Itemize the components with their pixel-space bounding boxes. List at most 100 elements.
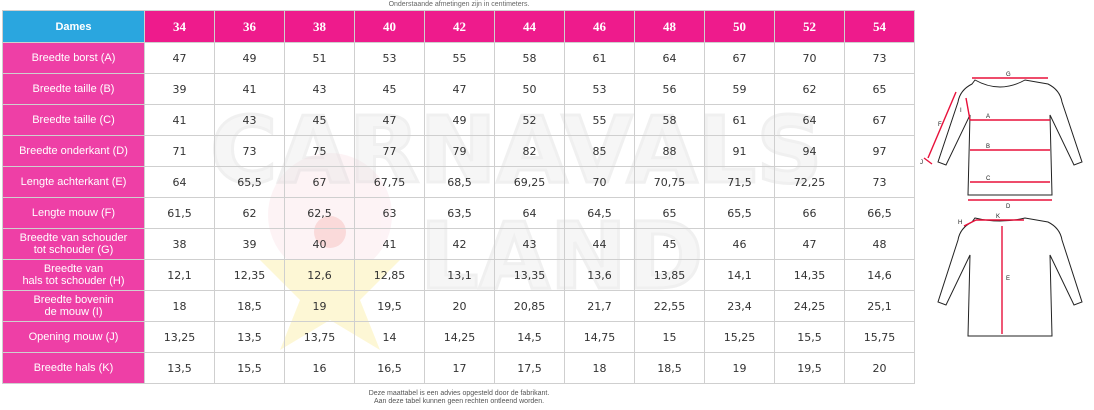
measurement-value: 22,55	[634, 290, 705, 322]
measurement-value: 66,5	[844, 197, 915, 229]
measurement-value: 15,25	[704, 321, 775, 353]
measurement-value: 73	[844, 166, 915, 198]
measurement-value: 85	[564, 135, 635, 167]
measurement-value: 64	[144, 166, 215, 198]
measurement-value: 77	[354, 135, 425, 167]
measurement-value: 14,75	[564, 321, 635, 353]
measurement-value: 41	[214, 73, 285, 105]
size-header: 40	[354, 10, 425, 43]
measure-line-h	[963, 219, 977, 227]
measurement-value: 14,25	[424, 321, 495, 353]
measurement-value: 41	[144, 104, 215, 136]
measurement-value: 13,25	[144, 321, 215, 353]
size-header: 48	[634, 10, 705, 43]
measurement-value: 20,85	[494, 290, 565, 322]
measurement-value: 88	[634, 135, 705, 167]
measurement-value: 68,5	[424, 166, 495, 198]
measurement-value: 48	[844, 228, 915, 260]
size-header: 50	[704, 10, 775, 43]
measurement-value: 45	[284, 104, 355, 136]
measurement-value: 72,25	[774, 166, 845, 198]
measurement-value: 79	[424, 135, 495, 167]
measurement-label: Lengte mouw (F)	[2, 197, 145, 229]
measurement-value: 19,5	[774, 352, 845, 384]
measurement-value: 71,5	[704, 166, 775, 198]
measurement-value: 14,6	[844, 259, 915, 291]
measurement-value: 63	[354, 197, 425, 229]
measurement-value: 13,6	[564, 259, 635, 291]
measurement-value: 58	[634, 104, 705, 136]
measurement-value: 12,85	[354, 259, 425, 291]
measurement-value: 67	[704, 42, 775, 74]
measurement-value: 70	[774, 42, 845, 74]
measurement-value: 45	[634, 228, 705, 260]
measurement-label: Breedte taille (B)	[2, 73, 145, 105]
measurement-value: 14	[354, 321, 425, 353]
size-header-row: Dames 34 36 38 40 42 44 46 48 50 52 54	[2, 10, 915, 43]
measurement-value: 44	[564, 228, 635, 260]
measurement-value: 16	[284, 352, 355, 384]
measurement-label: Breedte hals (K)	[2, 352, 145, 384]
measurement-value: 13,35	[494, 259, 565, 291]
measurement-row: Breedte van schouder tot schouder (G) 38 3…	[2, 228, 915, 260]
label-g: G	[1006, 72, 1011, 78]
measurement-value: 56	[634, 73, 705, 105]
measurement-row: Opening mouw (J) 13,25 13,5 13,75 14 14,25 14,…	[2, 321, 915, 353]
measurement-value: 64	[774, 104, 845, 136]
measurement-diagram: G A B C D F I J K H E	[920, 72, 1083, 337]
measurement-label: Breedte taille (C)	[2, 104, 145, 136]
measurement-value: 47	[144, 42, 215, 74]
measurement-value: 51	[284, 42, 355, 74]
measurement-value: 70,75	[634, 166, 705, 198]
measurement-value: 49	[214, 42, 285, 74]
measurement-value: 66	[774, 197, 845, 229]
measurement-value: 58	[494, 42, 565, 74]
measurement-value: 43	[494, 228, 565, 260]
label-i: I	[960, 108, 962, 114]
corner-label: Dames	[2, 10, 145, 43]
measurement-row: Lengte mouw (F) 61,5 62 62,5 63 63,5 64 64,5 65 6…	[2, 197, 915, 229]
top-note: Onderstaande afmetingen zijn in centimet…	[388, 1, 530, 8]
measure-line-j	[923, 157, 933, 165]
measurement-value: 18	[144, 290, 215, 322]
measurement-value: 14,35	[774, 259, 845, 291]
measurement-value: 53	[354, 42, 425, 74]
measurement-value: 59	[704, 73, 775, 105]
measurement-value: 97	[844, 135, 915, 167]
measurement-value: 62	[214, 197, 285, 229]
measurement-label: Breedte onderkant (D)	[2, 135, 145, 167]
measurement-value: 12,35	[214, 259, 285, 291]
label-b: B	[986, 144, 990, 150]
measurement-value: 40	[284, 228, 355, 260]
label-a: A	[986, 114, 990, 120]
size-header: 52	[774, 10, 845, 43]
size-header: 36	[214, 10, 285, 43]
measurement-value: 15,5	[214, 352, 285, 384]
measurement-value: 24,25	[774, 290, 845, 322]
measurement-value: 64	[634, 42, 705, 74]
measurement-row: Lengte achterkant (E) 64 65,5 67 67,75 68,5 69…	[2, 166, 915, 198]
measurement-value: 21,7	[564, 290, 635, 322]
measure-line-f	[927, 91, 957, 159]
measurement-value: 61,5	[144, 197, 215, 229]
measurement-value: 55	[424, 42, 495, 74]
measurement-value: 14,1	[704, 259, 775, 291]
label-c: C	[986, 176, 991, 182]
measurement-label: Breedte bovenin de mouw (I)	[2, 290, 145, 322]
measurement-label: Breedte van schouder tot schouder (G)	[2, 228, 145, 260]
measurement-value: 75	[284, 135, 355, 167]
measurement-value: 13,5	[144, 352, 215, 384]
measurement-value: 47	[424, 73, 495, 105]
measurement-value: 13,85	[634, 259, 705, 291]
measurement-value: 18,5	[214, 290, 285, 322]
size-header: 54	[844, 10, 915, 43]
measurement-value: 17,5	[494, 352, 565, 384]
measurement-value: 65,5	[704, 197, 775, 229]
measurement-row: Breedte hals (K) 13,5 15,5 16 16,5 17 17,5 18 18…	[2, 352, 915, 384]
measurement-label: Breedte borst (A)	[2, 42, 145, 74]
measurement-row: Breedte van hals tot schouder (H) 12,1 12,…	[2, 259, 915, 291]
measurement-value: 15,75	[844, 321, 915, 353]
disclaimer-line-1: Deze maattabel is een advies opgesteld d…	[368, 390, 550, 397]
measurement-value: 19	[284, 290, 355, 322]
measurement-value: 19,5	[354, 290, 425, 322]
